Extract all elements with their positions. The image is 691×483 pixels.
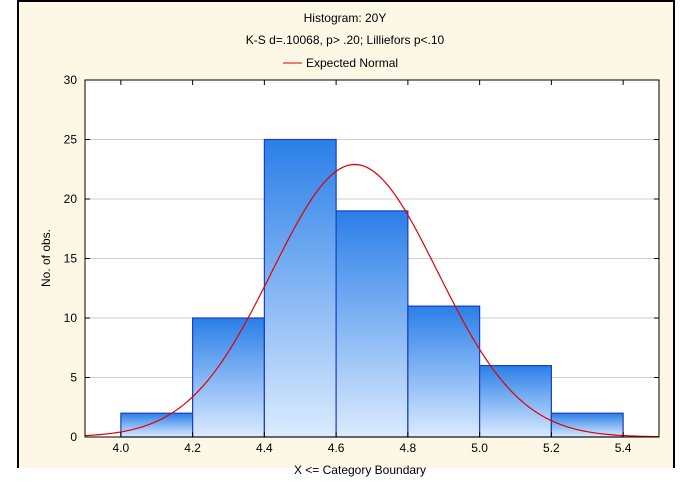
bar-4.0-4.2 — [120, 412, 194, 438]
chart-frame — [17, 0, 675, 468]
y-axis-label: No. of obs. — [39, 229, 53, 287]
x-tick-label-4.0: 4.0 — [113, 441, 130, 455]
chart-title: Histogram: 20Y — [304, 11, 387, 25]
x-tick-label-4.8: 4.8 — [400, 441, 417, 455]
axes-ticks: 0 5 10 15 20 25 30 4.0 4.2 4.4 4.6 4.8 5.0 5.2 5.4 — [64, 73, 659, 455]
y-tick-label-15: 15 — [64, 252, 78, 266]
x-tick-label-4.6: 4.6 — [328, 441, 345, 455]
x-tick-label-5.0: 5.0 — [471, 441, 488, 455]
x-tick-label-5.4: 5.4 — [615, 441, 632, 455]
x-axis-label: X <= Category Boundary — [294, 463, 426, 477]
expected-normal-curve — [85, 163, 659, 437]
bar-4.2-4.4 — [192, 317, 265, 438]
legend-entry-expected-normal: Expected Normal — [306, 56, 398, 70]
curve-layer — [85, 163, 659, 437]
bar-4.8-5.0 — [407, 305, 481, 438]
bar-4.4-4.6 — [263, 138, 337, 438]
y-tick-label-0: 0 — [70, 430, 77, 444]
y-tick-label-20: 20 — [64, 192, 78, 206]
chart-subtitle: K-S d=.10068, p> .20; Lilliefors p<.10 — [246, 33, 445, 47]
x-tick-label-4.4: 4.4 — [256, 441, 273, 455]
y-tick-label-10: 10 — [64, 311, 78, 325]
bar-4.6-4.8 — [335, 210, 409, 438]
bar-5.0-5.2 — [479, 365, 552, 438]
y-tick-label-5: 5 — [70, 371, 77, 385]
bars-group — [120, 138, 624, 438]
y-tick-label-25: 25 — [64, 133, 78, 147]
x-tick-label-4.2: 4.2 — [184, 441, 201, 455]
y-tick-label-30: 30 — [64, 73, 78, 87]
x-tick-label-5.2: 5.2 — [543, 441, 560, 455]
